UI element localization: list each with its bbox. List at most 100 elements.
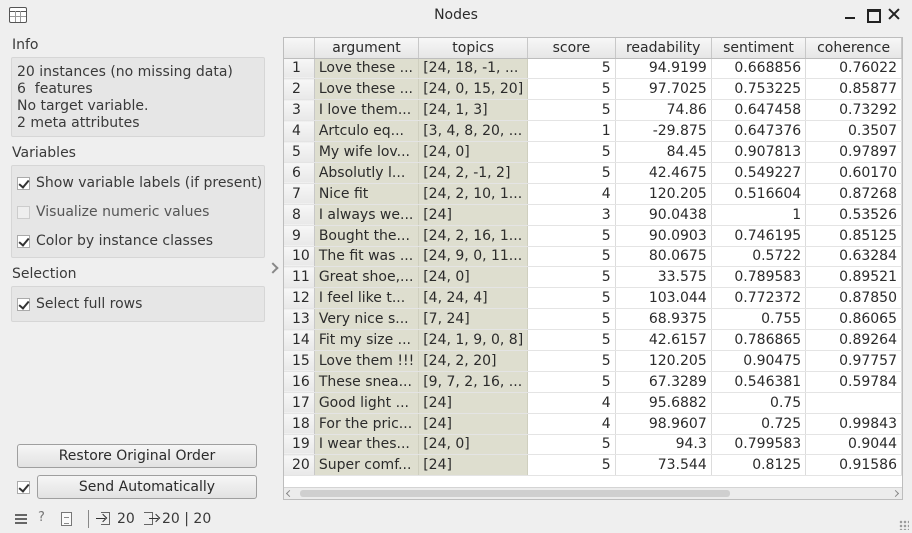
table-cell-sentiment[interactable]: 0.90475 bbox=[711, 350, 807, 372]
scrollbar-thumb[interactable] bbox=[300, 490, 730, 497]
table-cell-readability[interactable]: 94.3 bbox=[615, 434, 712, 456]
table-cell-argument[interactable]: Fit my size ... bbox=[314, 329, 420, 351]
table-cell-argument[interactable]: Good light ... bbox=[314, 392, 420, 414]
table-cell-sentiment[interactable]: 0.668856 bbox=[711, 58, 807, 80]
table-row[interactable]: 12 I feel like t... [4, 24, 4] 5 103.044 0.77… bbox=[284, 287, 902, 310]
table-cell-sentiment[interactable]: 0.753225 bbox=[711, 78, 807, 101]
table-cell-readability[interactable]: 98.9607 bbox=[615, 413, 712, 435]
table-cell-argument[interactable]: My wife lov... bbox=[314, 141, 420, 163]
table-cell-argument[interactable]: I always we... bbox=[314, 204, 420, 226]
table-cell-score[interactable]: 5 bbox=[527, 371, 616, 393]
table-cell-readability[interactable]: 84.45 bbox=[615, 141, 712, 163]
table-cell-sentiment[interactable]: 0.75 bbox=[711, 392, 807, 414]
table-cell-topics[interactable]: [24, 2, 20] bbox=[418, 350, 529, 372]
table-cell-coherence[interactable]: 0.3507 bbox=[805, 120, 902, 143]
close-button[interactable] bbox=[886, 6, 902, 22]
table-cell-coherence[interactable]: 0.86065 bbox=[805, 308, 902, 331]
row-number[interactable]: 17 bbox=[284, 392, 315, 414]
table-cell-coherence[interactable]: 0.63284 bbox=[805, 246, 902, 268]
table-cell-sentiment[interactable]: 0.549227 bbox=[711, 162, 807, 184]
row-number[interactable]: 8 bbox=[284, 204, 315, 226]
table-cell-argument[interactable]: Bought the... bbox=[314, 225, 420, 247]
table-cell-score[interactable]: 5 bbox=[527, 454, 616, 477]
table-cell-coherence[interactable]: 0.59784 bbox=[805, 371, 902, 393]
table-cell-argument[interactable]: Absolutly l... bbox=[314, 162, 420, 184]
table-row[interactable]: 14 Fit my size ... [24, 1, 9, 0, 8] 5 42.615… bbox=[284, 329, 902, 351]
table-cell-sentiment[interactable]: 0.647376 bbox=[711, 120, 807, 143]
table-row[interactable]: 17 Good light ... [24] 4 95.6882 0.75 bbox=[284, 392, 902, 414]
table-cell-readability[interactable]: 67.3289 bbox=[615, 371, 712, 393]
table-cell-topics[interactable]: [3, 4, 8, 20, ... bbox=[418, 120, 529, 143]
table-cell-score[interactable]: 5 bbox=[527, 350, 616, 372]
table-cell-sentiment[interactable]: 0.8125 bbox=[711, 454, 807, 477]
table-cell-sentiment[interactable]: 1 bbox=[711, 204, 807, 226]
table-row[interactable]: 10 The fit was ... [24, 9, 0, 11... 5 80.067… bbox=[284, 246, 902, 268]
row-number[interactable]: 5 bbox=[284, 141, 315, 163]
table-cell-score[interactable]: 4 bbox=[527, 392, 616, 414]
row-number[interactable]: 12 bbox=[284, 287, 315, 310]
table-cell-topics[interactable]: [24] bbox=[418, 204, 529, 226]
minimize-button[interactable] bbox=[842, 6, 858, 22]
table-cell-score[interactable]: 5 bbox=[527, 78, 616, 101]
table-cell-argument[interactable]: I love them... bbox=[314, 99, 420, 122]
row-number[interactable]: 18 bbox=[284, 413, 315, 435]
row-number[interactable]: 20 bbox=[284, 454, 315, 477]
table-cell-argument[interactable]: Love these ... bbox=[314, 58, 420, 80]
row-number[interactable]: 15 bbox=[284, 350, 315, 372]
table-cell-score[interactable]: 5 bbox=[527, 141, 616, 163]
table-cell-readability[interactable]: 90.0903 bbox=[615, 225, 712, 247]
table-row[interactable]: 9 Bought the... [24, 2, 16, 1... 5 90.0903 0.… bbox=[284, 225, 902, 247]
row-number[interactable]: 11 bbox=[284, 266, 315, 289]
table-cell-sentiment[interactable]: 0.725 bbox=[711, 413, 807, 435]
table-cell-score[interactable]: 5 bbox=[527, 246, 616, 268]
table-cell-readability[interactable]: 97.7025 bbox=[615, 78, 712, 101]
table-cell-score[interactable]: 5 bbox=[527, 225, 616, 247]
row-number[interactable]: 14 bbox=[284, 329, 315, 351]
table-cell-coherence[interactable]: 0.9044 bbox=[805, 434, 902, 456]
table-cell-coherence[interactable]: 0.73292 bbox=[805, 99, 902, 122]
table-row[interactable]: 4 Artculo eq... [3, 4, 8, 20, ... 1 -29.875 0… bbox=[284, 120, 902, 143]
table-cell-readability[interactable]: 68.9375 bbox=[615, 308, 712, 331]
row-number[interactable]: 6 bbox=[284, 162, 315, 184]
table-cell-score[interactable]: 5 bbox=[527, 308, 616, 331]
table-cell-topics[interactable]: [24, 2, 10, 1... bbox=[418, 183, 529, 205]
table-cell-sentiment[interactable]: 0.755 bbox=[711, 308, 807, 331]
table-row[interactable]: 19 I wear thes... [24, 0] 5 94.3 0.799583 0.90… bbox=[284, 434, 902, 456]
table-cell-sentiment[interactable]: 0.516604 bbox=[711, 183, 807, 205]
table-cell-argument[interactable]: Very nice s... bbox=[314, 308, 420, 331]
table-cell-score[interactable]: 5 bbox=[527, 329, 616, 351]
collapse-panel-arrow-icon[interactable] bbox=[268, 262, 278, 274]
table-cell-topics[interactable]: [24, 2, 16, 1... bbox=[418, 225, 529, 247]
color-by-instance-classes-checkbox[interactable]: Color by instance classes bbox=[17, 231, 213, 251]
send-automatically-button[interactable]: Send Automatically bbox=[37, 475, 257, 499]
table-cell-argument[interactable]: These snea... bbox=[314, 371, 420, 393]
table-cell-readability[interactable]: 74.86 bbox=[615, 99, 712, 122]
table-cell-coherence[interactable]: 0.99843 bbox=[805, 413, 902, 435]
horizontal-scrollbar[interactable] bbox=[284, 487, 902, 499]
table-cell-sentiment[interactable]: 0.5722 bbox=[711, 246, 807, 268]
table-cell-topics[interactable]: [24] bbox=[418, 392, 529, 414]
table-row[interactable]: 16 These snea... [9, 7, 2, 16, ... 5 67.3289… bbox=[284, 371, 902, 393]
table-cell-sentiment[interactable]: 0.789583 bbox=[711, 266, 807, 289]
table-row[interactable]: 11 Great shoe,... [24, 0] 5 33.575 0.789583 0.… bbox=[284, 266, 902, 289]
table-cell-coherence[interactable]: 0.89264 bbox=[805, 329, 902, 351]
show-variable-labels-checkbox[interactable]: Show variable labels (if present) bbox=[17, 173, 262, 193]
table-cell-sentiment[interactable]: 0.746195 bbox=[711, 225, 807, 247]
table-cell-score[interactable]: 5 bbox=[527, 99, 616, 122]
table-cell-readability[interactable]: 120.205 bbox=[615, 350, 712, 372]
row-number[interactable]: 3 bbox=[284, 99, 315, 122]
maximize-button[interactable] bbox=[864, 6, 881, 23]
column-header-argument[interactable]: argument bbox=[314, 38, 420, 59]
table-cell-coherence[interactable]: 0.89521 bbox=[805, 266, 902, 289]
table-cell-coherence[interactable]: 0.87850 bbox=[805, 287, 902, 310]
table-cell-topics[interactable]: [24] bbox=[418, 413, 529, 435]
table-cell-coherence[interactable]: 0.53526 bbox=[805, 204, 902, 226]
row-number[interactable]: 4 bbox=[284, 120, 315, 143]
scroll-right-icon[interactable] bbox=[891, 489, 900, 498]
table-cell-argument[interactable]: I feel like t... bbox=[314, 287, 420, 310]
table-cell-readability[interactable]: 33.575 bbox=[615, 266, 712, 289]
table-cell-readability[interactable]: 80.0675 bbox=[615, 246, 712, 268]
table-cell-topics[interactable]: [4, 24, 4] bbox=[418, 287, 529, 310]
table-cell-topics[interactable]: [24, 2, -1, 2] bbox=[418, 162, 529, 184]
